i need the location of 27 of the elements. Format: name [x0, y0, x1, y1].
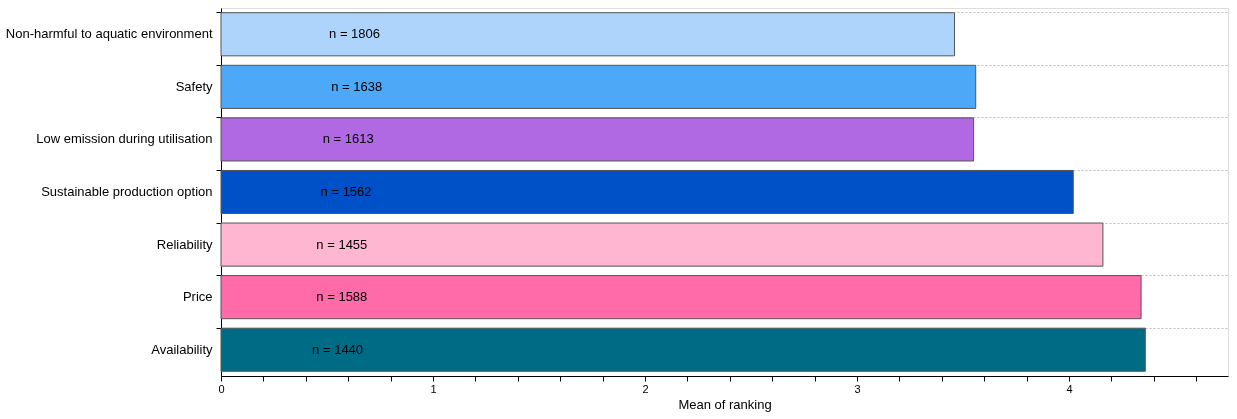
annotation: n = 1562 [320, 184, 372, 199]
bar [220, 222, 1104, 267]
annotation: n = 1638 [331, 78, 383, 94]
annotation: n = 1588 [316, 289, 368, 305]
x-tick-label: 0 [218, 382, 225, 395]
bar [220, 327, 1146, 372]
annotation: n = 1613 [322, 131, 374, 147]
bar [220, 117, 975, 162]
x-tick-label: 3 [854, 382, 861, 395]
x-tick-label: 2 [642, 382, 649, 395]
bar [220, 169, 1074, 215]
annotation: n = 1440 [312, 341, 364, 357]
y-tick-label: Price [182, 289, 213, 305]
x-tick-label: 4 [1066, 382, 1073, 395]
annotation: n = 1806 [329, 26, 381, 42]
y-tick-label: Reliability [156, 236, 213, 252]
y-tick-label: Non-harmful to aquatic environment [5, 26, 213, 42]
y-tick-label: Low emission during utilisation [36, 131, 213, 147]
x-tick-label: 1 [430, 382, 437, 395]
bar [220, 275, 1142, 320]
y-tick-label: Safety [175, 78, 213, 94]
bar [220, 12, 956, 57]
annotation: n = 1455 [316, 236, 368, 252]
bar [220, 64, 977, 109]
y-tick-label: Availability [151, 341, 213, 357]
y-tick-label: Sustainable production option [41, 184, 213, 199]
x-axis-title: Mean of ranking [678, 396, 772, 412]
